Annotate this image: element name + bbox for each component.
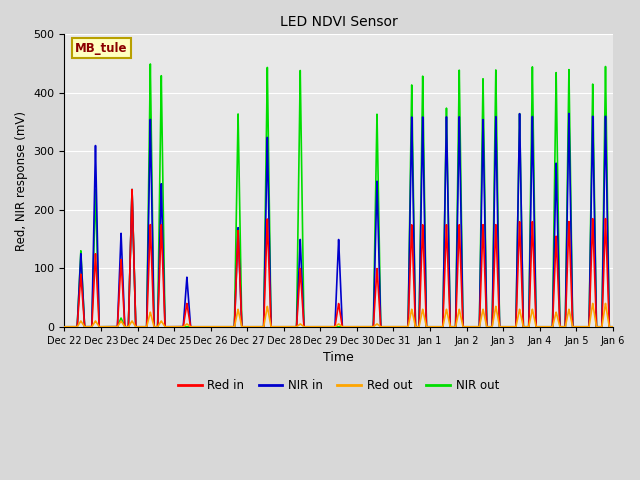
Y-axis label: Red, NIR response (mV): Red, NIR response (mV) (15, 110, 28, 251)
X-axis label: Time: Time (323, 351, 354, 364)
Title: LED NDVI Sensor: LED NDVI Sensor (280, 15, 397, 29)
Legend: Red in, NIR in, Red out, NIR out: Red in, NIR in, Red out, NIR out (173, 374, 504, 397)
Text: MB_tule: MB_tule (76, 42, 128, 55)
